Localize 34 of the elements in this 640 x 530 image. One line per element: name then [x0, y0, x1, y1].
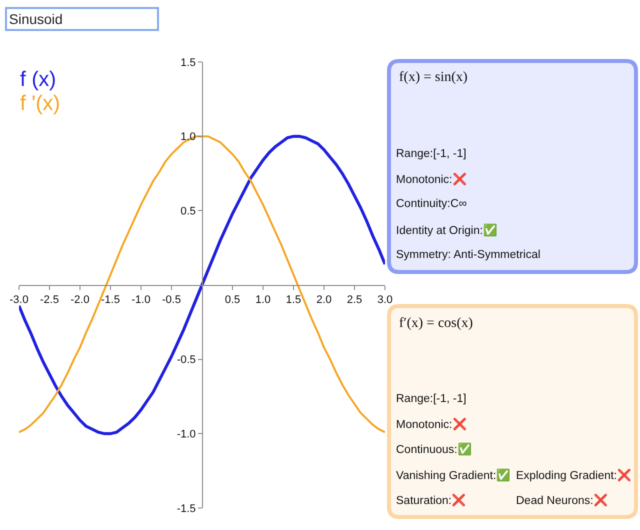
- x-tick-label: 2.5: [346, 294, 362, 306]
- text: Exploding Gradient:❌: [516, 468, 632, 482]
- x-tick-label: -2.0: [70, 294, 90, 306]
- x-tick-label: 3.0: [377, 294, 393, 306]
- y-tick-label: -1.5: [176, 502, 196, 515]
- x-tick-label: -1.5: [101, 294, 120, 306]
- text: Monotonic:❌: [396, 172, 466, 186]
- text: f (x): [20, 68, 56, 91]
- x-tick-label: -3.0: [10, 294, 28, 306]
- text: Identity at Origin:✅: [396, 223, 497, 237]
- y-tick-label: -1.0: [176, 428, 196, 441]
- text: Dead Neurons:❌: [516, 493, 608, 507]
- text: Symmetry: Anti-Symmetrical: [396, 249, 540, 261]
- x-tick-label: 2.0: [316, 294, 332, 306]
- text: Vanishing Gradient:✅: [396, 468, 510, 482]
- x-tick-label: -2.5: [40, 294, 59, 306]
- x-tick-label: 0.5: [224, 294, 240, 306]
- text: f(x) = sin(x): [399, 70, 468, 85]
- y-tick-label: 0.5: [180, 206, 196, 218]
- text: Range:[-1, -1]: [396, 393, 466, 405]
- text: Monotonic:❌: [396, 417, 466, 431]
- x-tick-label: 1.5: [286, 294, 302, 306]
- text: f '(x): [20, 92, 60, 115]
- text: Range:[-1, -1]: [396, 148, 466, 160]
- text: Saturation:❌: [396, 493, 466, 507]
- text: Continuous:✅: [396, 442, 472, 456]
- text: Continuity:C∞: [396, 198, 467, 210]
- text: Sinusoid: [9, 11, 63, 27]
- x-tick-label: -0.5: [162, 294, 181, 306]
- x-tick-label: -1.0: [132, 294, 150, 306]
- y-tick-label: 1.5: [180, 56, 196, 69]
- y-tick-label: -0.5: [176, 354, 196, 366]
- text: f′(x) = cos(x): [399, 316, 474, 331]
- x-tick-label: 1.0: [255, 294, 271, 306]
